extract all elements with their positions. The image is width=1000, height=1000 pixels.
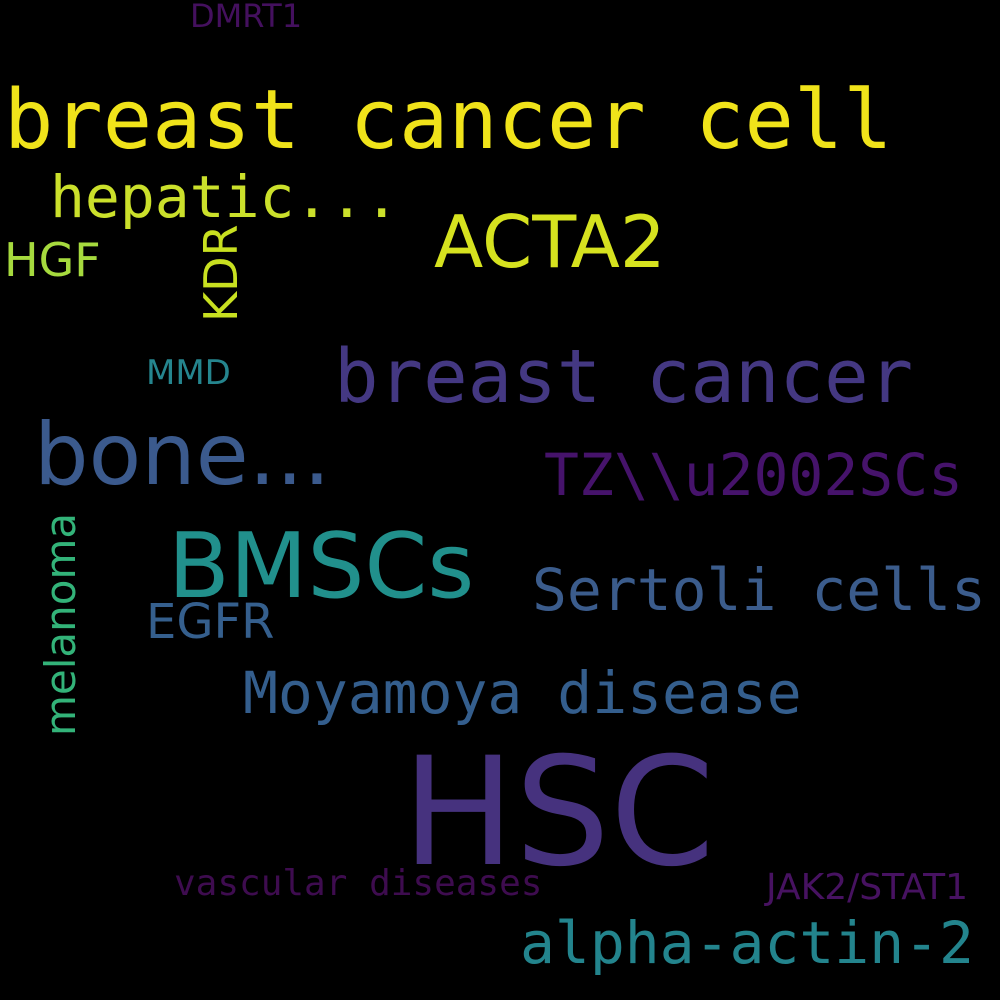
word-breast-cancer: breast cancer xyxy=(334,334,914,420)
word-hepatic: hepatic... xyxy=(50,163,400,231)
word-vascular-diseases: vascular diseases xyxy=(174,863,543,904)
word-sertoli-cells: Sertoli cells xyxy=(532,556,986,624)
word-acta2: ACTA2 xyxy=(434,200,666,284)
word-hsc: HSC xyxy=(402,726,715,900)
word-alpha-actin-2: alpha-actin-2 xyxy=(520,909,974,977)
word-egfr: EGFR xyxy=(146,594,275,650)
word-breast-cancer-cell: breast cancer cell xyxy=(4,73,893,168)
word-bone: bone... xyxy=(34,405,331,505)
word-melanoma: melanoma xyxy=(36,512,85,736)
word-tz-scs: TZ\\u2002SCs xyxy=(544,441,964,509)
word-bmscs: BMSCs xyxy=(168,514,475,619)
word-dmrt1: DMRT1 xyxy=(190,0,303,35)
word-kdr: KDR xyxy=(194,224,248,322)
word-hgf: HGF xyxy=(4,233,101,287)
word-mmd: MMD xyxy=(146,353,231,393)
word-jak2-stat1: JAK2/STAT1 xyxy=(766,867,969,908)
word-moyamoya-disease: Moyamoya disease xyxy=(243,659,802,727)
